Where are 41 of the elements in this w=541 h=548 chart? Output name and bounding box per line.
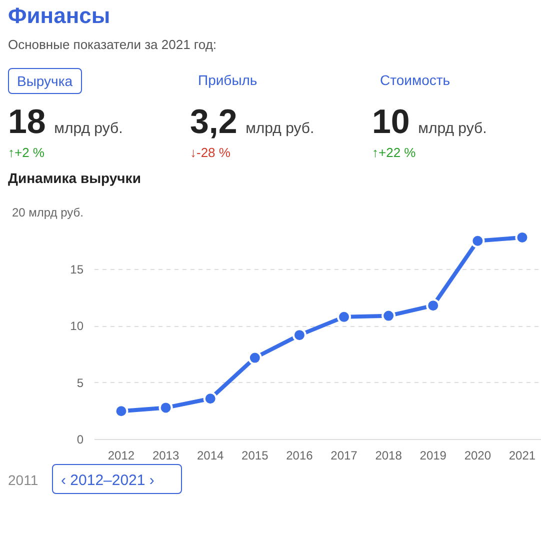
text: 3,2 [190,103,238,141]
text: млрд руб. [417,120,487,137]
text: 10 [372,103,410,141]
text: ↓-28 % [190,144,230,162]
text: Прибыль [197,71,258,90]
point [382,308,396,323]
x-tick-label: 2015 [242,448,269,462]
x-tick-label: 2021 [508,448,536,462]
y-tick-label: 0 [76,432,84,446]
point [292,328,306,342]
text: Выручка [8,68,82,94]
x-tick-label: 2019 [420,448,447,462]
y-tick-label: 10 [70,319,84,333]
point [158,400,173,415]
x-tick-label: 2016 [286,448,314,462]
text: млрд руб. [53,120,123,137]
x-tick-label: 2017 [330,448,358,462]
y-tick-label: 15 [70,262,84,276]
point [426,298,440,313]
text: 2011 [8,471,38,490]
chart-title: Финансы [8,2,110,30]
x-tick-label: 2018 [375,448,402,462]
x-tick-label: 2012 [108,448,135,462]
text: млрд руб. [244,120,314,137]
text: ↑+2 % [8,144,44,162]
x-tick-label: 2014 [196,448,224,462]
text: ↑+22 % [372,144,416,162]
text: ‹ 2012–2021 › [61,471,154,491]
text: 18 [8,103,46,141]
point [203,392,218,406]
point [337,310,352,324]
text: Динамика выручки [8,169,141,188]
y-tick-label: 20 млрд руб. [12,206,84,220]
x-tick-label: 2020 [464,448,492,462]
point [470,234,485,248]
x-tick-label: 2013 [152,448,180,462]
y-tick-label: 5 [76,376,84,390]
point [114,404,128,418]
point [248,350,262,365]
text: Стоимость [379,71,452,90]
chart-subtitle: Основные показатели за 2021 год: [8,36,217,54]
